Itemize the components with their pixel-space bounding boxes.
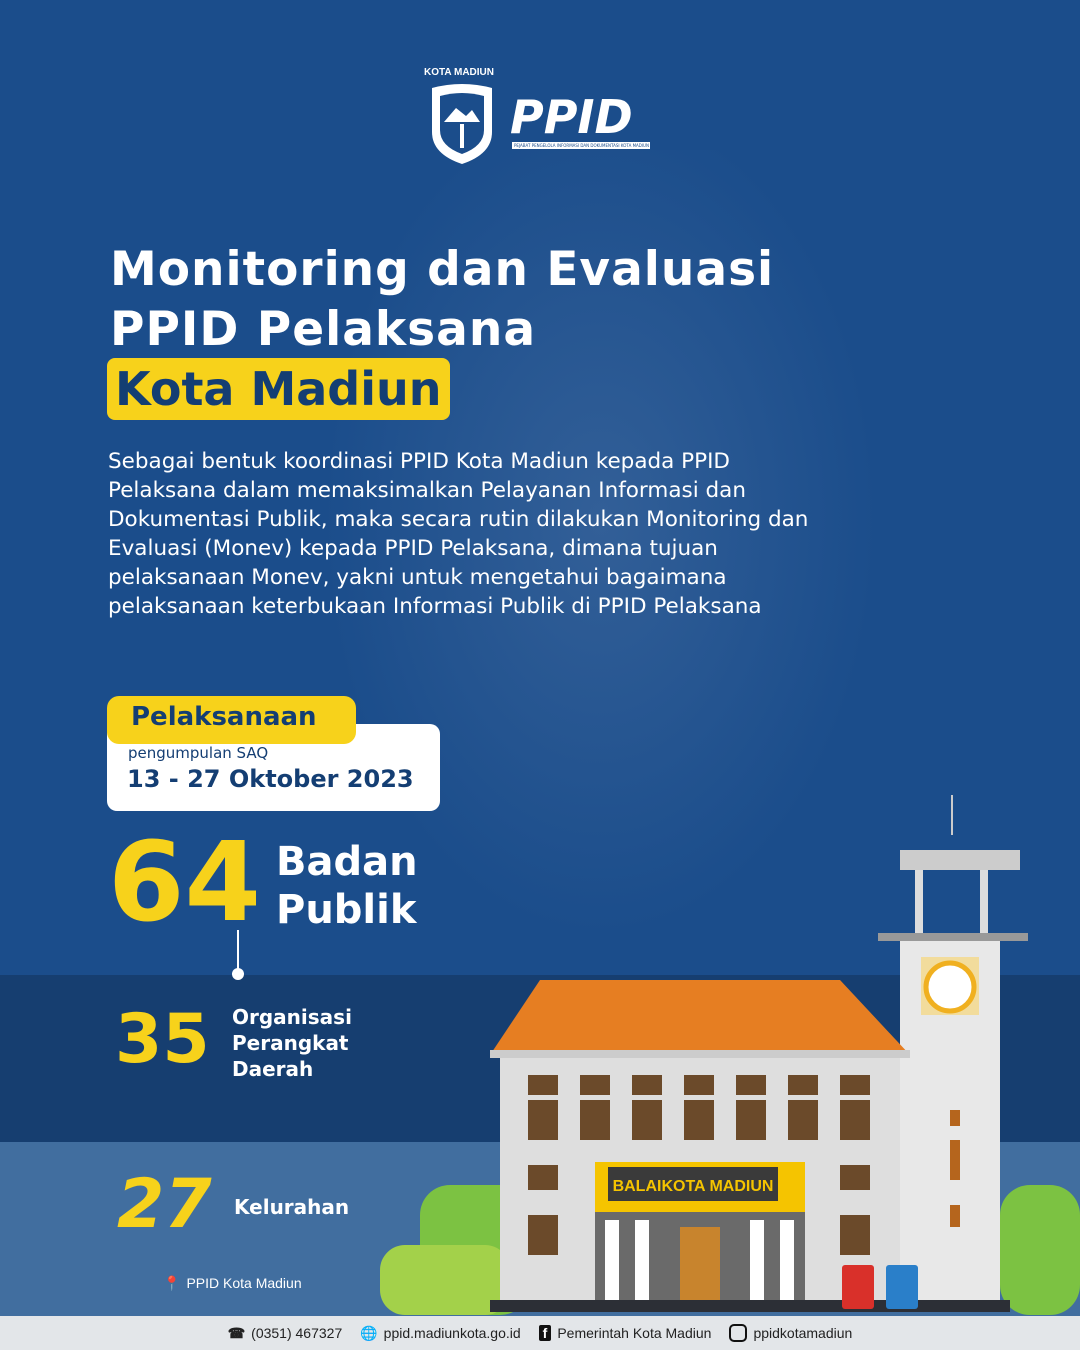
ppid-tagline: PEJABAT PENGELOLA INFORMASI DAN DOKUMENT…	[512, 142, 650, 149]
page-title: Monitoring dan Evaluasi PPID Pelaksana	[110, 240, 774, 360]
footer-website[interactable]: 🌐 ppid.madiunkota.go.id	[360, 1325, 520, 1342]
instagram-icon	[729, 1324, 748, 1342]
connector-dot	[232, 968, 244, 980]
footer-facebook[interactable]: f Pemerintah Kota Madiun	[538, 1325, 712, 1341]
ppid-logo: PPID	[510, 90, 633, 144]
kota-label: KOTA MADIUN	[424, 67, 494, 78]
balaikota-building-illustration: BALAIKOTA MADIUN	[380, 795, 1080, 1315]
title-highlight: Kota Madiun	[107, 358, 450, 420]
schedule-label: Pelaksanaan	[107, 696, 356, 744]
stat-total-label: Badan Publik	[276, 838, 418, 934]
facebook-icon: f	[538, 1325, 552, 1341]
stat-total-label-1: Badan	[276, 839, 418, 885]
stat-opd-value: 35	[115, 1000, 210, 1079]
schedule-date: 13 - 27 Oktober 2023	[127, 765, 414, 793]
facebook-link[interactable]: Pemerintah Kota Madiun	[557, 1325, 712, 1341]
website-link[interactable]: ppid.madiunkota.go.id	[383, 1325, 521, 1341]
phone-text: (0351) 467327	[251, 1325, 343, 1341]
stat-kelurahan-label: Kelurahan	[234, 1195, 350, 1219]
stat-opd-label: Organisasi Perangkat Daerah	[232, 1004, 352, 1082]
connector-line	[237, 930, 239, 970]
kota-madiun-emblem-icon	[432, 84, 492, 164]
phone-icon: ☎	[227, 1324, 246, 1341]
stat-total-value: 64	[108, 818, 262, 946]
building-sign: BALAIKOTA MADIUN	[613, 1178, 774, 1195]
credit-text: PPID Kota Madiun	[186, 1275, 302, 1291]
globe-icon: 🌐	[360, 1324, 378, 1341]
instagram-link[interactable]: ppidkotamadiun	[753, 1325, 853, 1341]
stat-opd-label-3: Daerah	[232, 1057, 314, 1081]
city-map-background	[300, 150, 900, 970]
credit: 📍 PPID Kota Madiun	[163, 1275, 302, 1292]
stat-total-label-2: Publik	[276, 887, 417, 933]
stat-kelurahan-value: 27	[117, 1165, 212, 1244]
schedule-sub: pengumpulan SAQ	[128, 744, 269, 762]
footer-instagram[interactable]: ppidkotamadiun	[729, 1324, 852, 1342]
stat-opd-label-2: Perangkat	[232, 1031, 349, 1055]
footer-phone: ☎ (0351) 467327	[228, 1325, 343, 1342]
title-line-1: Monitoring dan Evaluasi	[110, 242, 775, 297]
description: Sebagai bentuk koordinasi PPID Kota Madi…	[108, 449, 809, 619]
stat-opd-label-1: Organisasi	[232, 1005, 352, 1029]
title-line-2: PPID Pelaksana	[110, 302, 537, 357]
recycle-bin-red	[842, 1265, 874, 1309]
recycle-bin-blue	[886, 1265, 918, 1309]
pin-icon: 📍	[163, 1275, 181, 1291]
